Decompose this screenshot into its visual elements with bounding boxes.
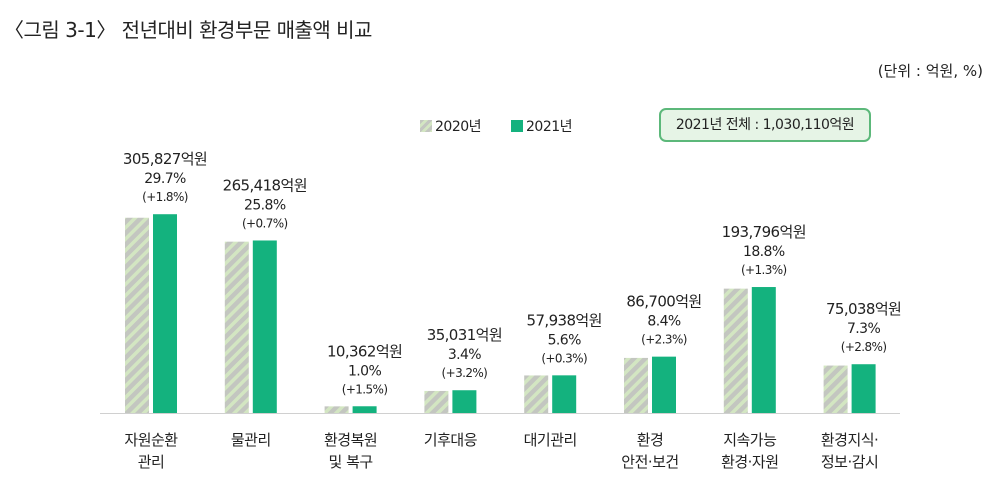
bar-2021 <box>851 364 876 413</box>
bar-2020 <box>524 375 549 413</box>
legend-swatch-2020 <box>420 120 432 132</box>
category-label: 지속가능 <box>723 431 777 449</box>
category-label: 환경복원 <box>324 431 377 449</box>
data-label-share: 1.0% <box>348 363 381 379</box>
legend-swatch-2021 <box>511 120 524 132</box>
data-label-amount: 305,827억원 <box>123 150 207 168</box>
bar-2020 <box>125 217 149 413</box>
bar-2021 <box>352 406 377 413</box>
data-label-change: (+2.8%) <box>841 340 887 354</box>
data-label-share: 25.8% <box>244 197 286 213</box>
data-label-share: 29.7% <box>144 171 186 187</box>
data-label-share: 7.3% <box>847 321 880 337</box>
data-label-change: (+1.5%) <box>342 382 388 396</box>
category-label: 물관리 <box>231 431 271 449</box>
data-label-share: 8.4% <box>647 314 680 330</box>
data-label-amount: 86,700억원 <box>626 293 701 311</box>
bar-2020 <box>624 357 648 413</box>
data-label-amount: 35,031억원 <box>427 326 502 344</box>
legend-item-2021: 2021년 <box>511 116 573 136</box>
data-label-amount: 10,362억원 <box>327 342 402 360</box>
data-label-share: 18.8% <box>743 244 785 260</box>
data-label-share: 5.6% <box>548 332 581 348</box>
legend-item-2020: 2020년 <box>420 116 482 136</box>
bar-2020 <box>823 365 848 413</box>
data-label-change: (+0.7%) <box>242 216 288 230</box>
data-label-amount: 265,418억원 <box>223 176 307 194</box>
data-label-change: (+2.3%) <box>641 333 687 347</box>
bar-2021 <box>452 390 477 413</box>
category-label: 환경지식· <box>821 431 878 449</box>
bar-2021 <box>552 375 577 413</box>
figure-title: 〈그림 3-1〉 전년대비 환경부문 매출액 비교 <box>4 18 372 42</box>
total-box: 2021년 전체 : 1,030,110억원 <box>659 108 871 142</box>
category-label: 환경 <box>637 431 664 449</box>
bar-2021 <box>751 287 776 413</box>
bar-2020 <box>723 288 748 413</box>
unit-note: (단위 : 억원, %) <box>877 62 983 80</box>
data-label-change: (+0.3%) <box>541 351 587 365</box>
legend: 2020년 2021년 <box>420 116 573 136</box>
bar-2021 <box>153 214 177 413</box>
data-label-share: 3.4% <box>448 347 481 363</box>
bar-2021 <box>652 356 676 413</box>
data-label-amount: 57,938억원 <box>527 311 602 329</box>
category-label: 안전·보건 <box>621 453 678 471</box>
bar-2020 <box>424 390 449 413</box>
bar-2020 <box>324 406 349 413</box>
category-label: 및 복구 <box>329 453 373 471</box>
category-label: 기후대응 <box>424 431 477 449</box>
bar-2020 <box>224 241 249 413</box>
data-label-change: (+1.3%) <box>741 263 787 277</box>
category-label: 환경·자원 <box>721 453 778 471</box>
category-label: 관리 <box>138 453 165 471</box>
category-label: 자원순환 <box>124 431 178 449</box>
data-label-change: (+3.2%) <box>442 366 488 380</box>
bar-2021 <box>252 240 277 413</box>
category-label: 대기관리 <box>524 431 577 449</box>
data-label-amount: 193,796억원 <box>722 223 806 241</box>
category-label: 정보·감시 <box>821 453 878 471</box>
data-label-amount: 75,038억원 <box>826 300 901 318</box>
data-label-change: (+1.8%) <box>142 190 188 204</box>
